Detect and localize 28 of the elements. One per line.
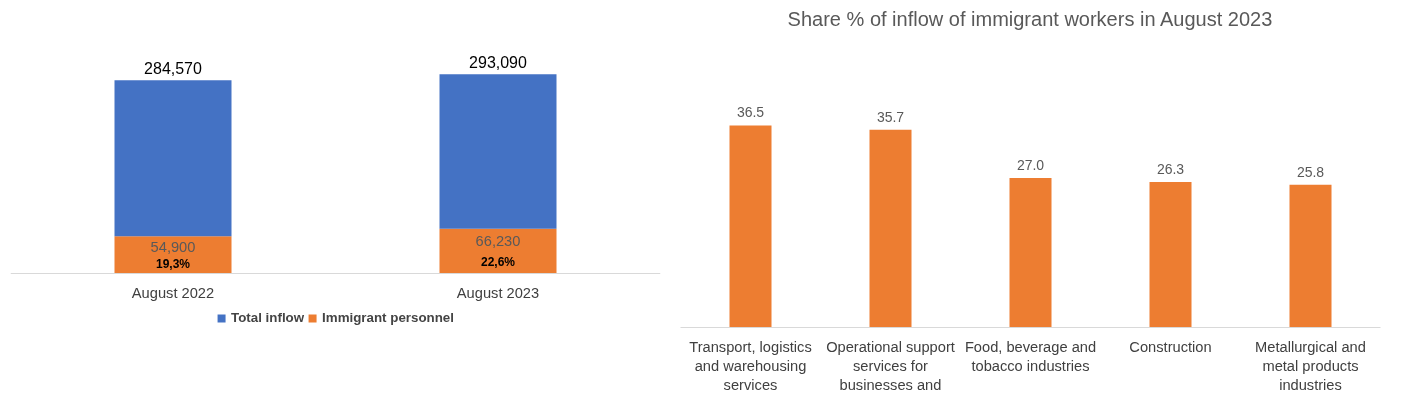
x-tick-label: August 2022 <box>131 284 215 301</box>
bar <box>1289 184 1332 328</box>
data-label: 36.5 <box>736 104 765 121</box>
chart-title: Share % of inflow of immigrant workers in August 2023 <box>787 7 1273 30</box>
total-label: 284,570 <box>144 60 203 78</box>
data-label: 26.3 <box>1156 160 1185 177</box>
x-tick-label: Transport, logistics and warehousing services <box>689 338 812 393</box>
data-label: 54,900 <box>150 238 196 255</box>
data-label: 66,230 <box>475 233 521 250</box>
x-tick-label: Operational support services for businesses and <box>826 338 955 393</box>
data-label: 27.0 <box>1016 157 1045 174</box>
legend-label: Immigrant personnel <box>322 310 454 325</box>
annotation: 22,6% <box>480 255 516 270</box>
bar <box>1009 178 1052 328</box>
total-label: 293,090 <box>469 54 528 72</box>
x-tick-label: August 2023 <box>456 284 540 301</box>
bar <box>114 80 232 237</box>
data-label: 25.8 <box>1296 163 1325 180</box>
bar <box>869 129 912 328</box>
bar <box>1149 181 1192 328</box>
data-label: 35.7 <box>876 108 905 125</box>
annotation: 19,3% <box>155 257 191 272</box>
bar <box>439 74 557 229</box>
x-tick-label: Metallurgical and metal products industries <box>1255 338 1366 393</box>
legend-label: Total inflow <box>231 310 305 325</box>
x-tick-label: Food, beverage and tobacco industries <box>964 338 1097 374</box>
bar <box>729 125 772 328</box>
x-tick-label: Construction <box>1129 338 1212 355</box>
